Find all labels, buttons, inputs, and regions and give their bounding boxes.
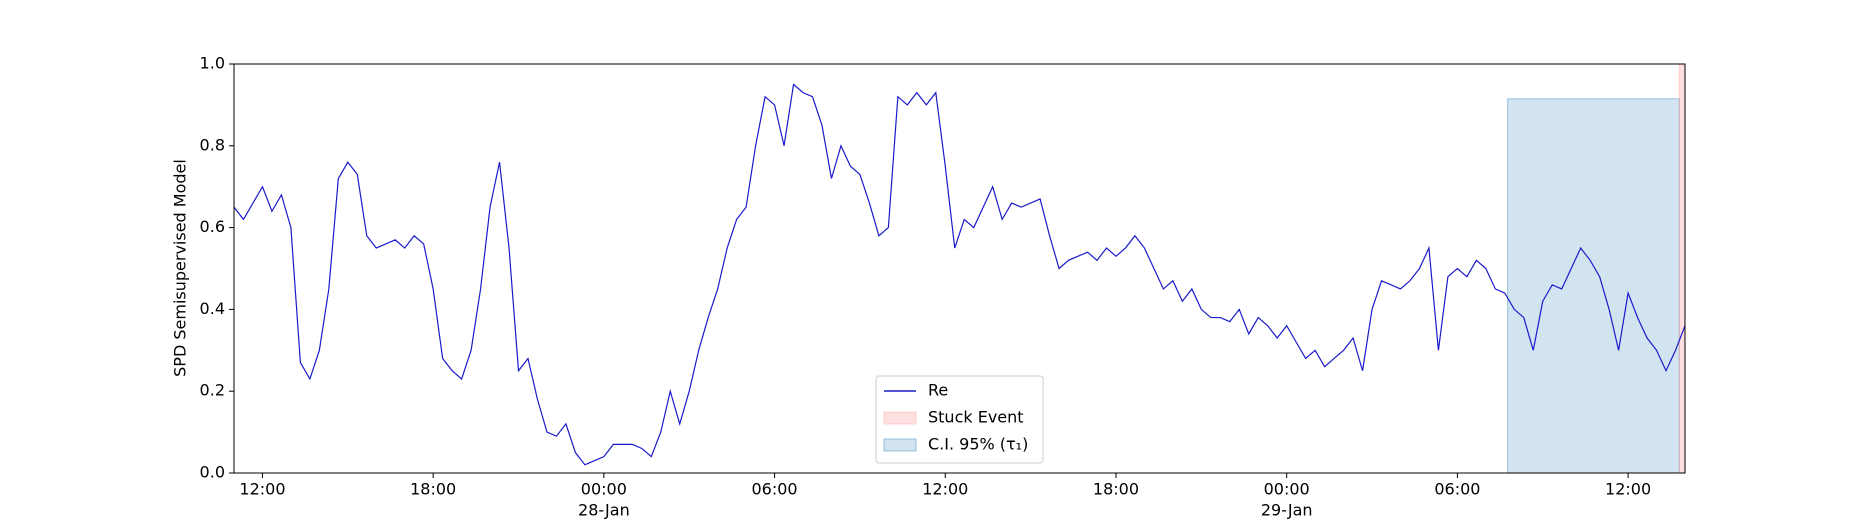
y-axis-label: SPD Semisupervised Model (171, 159, 190, 377)
x-tick-label: 28-Jan (578, 501, 630, 520)
x-tick-label: 1900 (584, 522, 625, 525)
x-tick-label: 12:00 (239, 480, 285, 499)
legend: Re Stuck Event C.I. 95% (τ₁) (875, 375, 1044, 464)
x-tick-label: 06:00 (752, 480, 798, 499)
span (1678, 63, 1686, 474)
y-tick-label: 0.8 (200, 135, 225, 154)
legend-swatch (883, 438, 917, 452)
y-tick-label: 0.6 (200, 217, 225, 236)
y-tick-label: 0.4 (200, 299, 225, 318)
legend-label: Re (928, 381, 948, 400)
legend-label: C.I. 95% (τ₁) (928, 435, 1028, 454)
data-line (233, 83, 1686, 466)
plot-frame (233, 63, 1686, 474)
y-tick-label: 0.2 (200, 381, 225, 400)
x-tick-label: 12:00 (1605, 480, 1651, 499)
x-tick-label: 06:00 (1434, 480, 1480, 499)
x-tick-label: 00:00 (581, 480, 627, 499)
x-tick-label: 29-Jan (1261, 501, 1313, 520)
legend-swatch (883, 411, 917, 425)
x-tick-label: 18:00 (410, 480, 456, 499)
y-tick-label: 1.0 (200, 54, 225, 73)
legend-box (875, 375, 1044, 464)
x-tick-label: 00:00 (1264, 480, 1310, 499)
x-tick-label: 18:00 (1093, 480, 1139, 499)
legend-label: Stuck Event (928, 408, 1024, 427)
y-tick-label: 0.0 (200, 463, 225, 482)
span (1507, 98, 1680, 474)
x-tick-label: 12:00 (922, 480, 968, 499)
